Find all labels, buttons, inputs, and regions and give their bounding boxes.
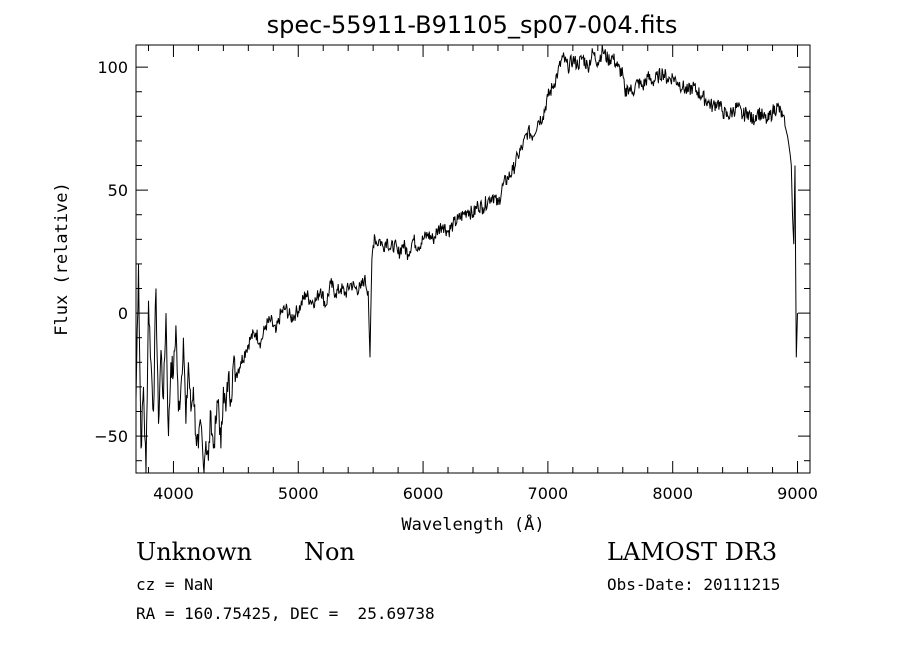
survey-label: LAMOST DR3 — [607, 538, 778, 566]
plot-frame — [135, 44, 811, 474]
chart-title: spec-55911-B91105_sp07-004.fits — [267, 11, 678, 39]
y-tick-label: 100 — [97, 58, 128, 77]
obs-date: Obs-Date: 20111215 — [607, 575, 781, 594]
coordinates: RA = 160.75425, DEC = 25.69738 — [136, 604, 435, 623]
x-tick-label: 5000 — [278, 484, 319, 503]
x-tick-label: 4000 — [153, 484, 194, 503]
y-tick-label: −50 — [94, 427, 128, 446]
axis-ticks — [136, 45, 810, 473]
x-tick-label: 6000 — [403, 484, 444, 503]
y-tick-label: 0 — [118, 304, 128, 323]
y-tick-label: 50 — [108, 181, 128, 200]
object-subclass: Non — [304, 538, 355, 566]
x-axis-label: Wavelength (Å) — [401, 513, 544, 535]
spectrum-series-line — [135, 44, 798, 474]
y-axis-label: Flux (relative) — [52, 182, 72, 336]
x-tick-label: 9000 — [777, 484, 818, 503]
x-tick-label: 7000 — [528, 484, 569, 503]
redshift-value: cz = NaN — [136, 575, 214, 594]
x-tick-label: 8000 — [652, 484, 693, 503]
object-class: Unknown — [136, 538, 253, 566]
axis-tick-labels: 4000 5000 6000 7000 8000 9000 −50 0 50 100 — [94, 58, 818, 503]
